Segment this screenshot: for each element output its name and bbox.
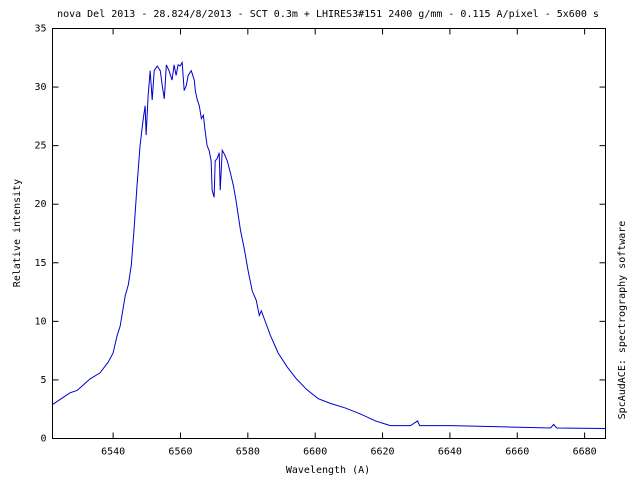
x-axis-label: Wavelength (A)	[286, 465, 370, 476]
chart-title: nova Del 2013 - 28.824/8/2013 - SCT 0.3m…	[57, 9, 599, 20]
x-tick-label: 6640	[438, 447, 462, 458]
y-tick-label: 0	[40, 434, 46, 445]
plot-frame	[52, 28, 606, 439]
y-tick-label: 20	[34, 199, 46, 210]
x-tick-label: 6620	[371, 447, 395, 458]
x-tick-label: 6660	[505, 447, 529, 458]
y-axis-label: Relative intensity	[12, 179, 23, 287]
x-tick-label: 6680	[573, 447, 597, 458]
spectrum-line	[52, 60, 606, 430]
y-tick-label: 10	[34, 316, 46, 327]
y-tick-label: 5	[40, 375, 46, 386]
x-tick-label: 6560	[168, 447, 192, 458]
y-tick-label: 25	[34, 141, 46, 152]
x-tick-label: 6540	[101, 447, 125, 458]
side-note: SpcAudACE: spectrography software	[617, 221, 628, 420]
x-tick-label: 6600	[303, 447, 327, 458]
y-tick-label: 15	[34, 258, 46, 269]
y-tick-label: 35	[34, 24, 46, 35]
y-tick-label: 30	[34, 82, 46, 93]
x-tick-label: 6580	[236, 447, 260, 458]
